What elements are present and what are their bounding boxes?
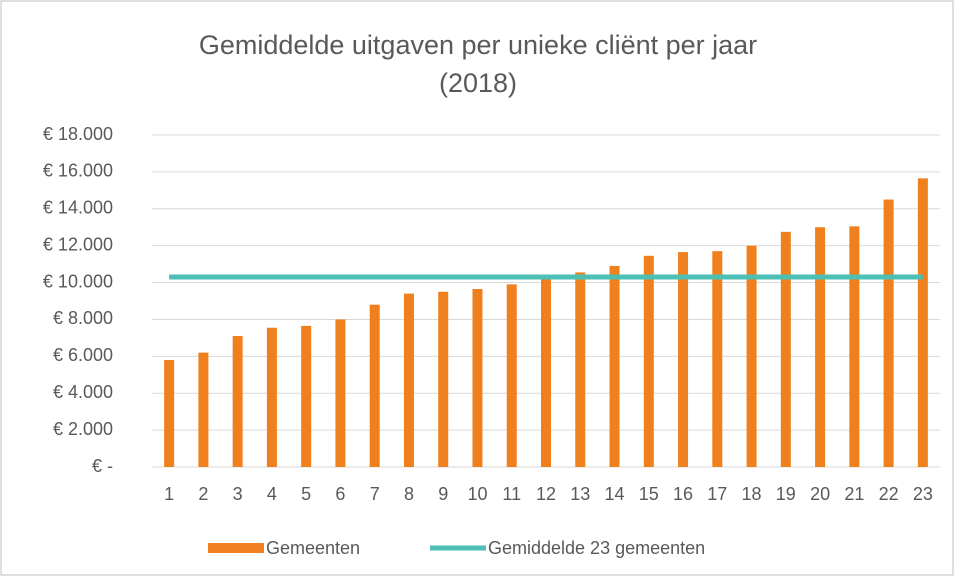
- x-tick-label: 10: [467, 484, 487, 504]
- x-tick-label: 4: [267, 484, 277, 504]
- legend-swatch: [208, 543, 264, 553]
- bar: [506, 284, 517, 467]
- x-tick-label: 7: [370, 484, 380, 504]
- y-tick-label: € 18.000: [43, 124, 113, 144]
- y-tick-label: € 12.000: [43, 234, 113, 254]
- bar: [780, 231, 791, 467]
- bar: [643, 255, 654, 467]
- y-tick-label: € 6.000: [53, 345, 113, 365]
- x-tick-label: 22: [879, 484, 899, 504]
- bar: [472, 289, 483, 467]
- x-tick-label: 21: [844, 484, 864, 504]
- x-tick-label: 9: [438, 484, 448, 504]
- bar: [198, 352, 209, 467]
- bar: [746, 245, 757, 467]
- y-tick-label: € 2.000: [53, 419, 113, 439]
- bar: [541, 277, 551, 467]
- y-tick-label: € -: [92, 456, 113, 476]
- x-tick-label: 6: [335, 484, 345, 504]
- bar: [609, 265, 620, 467]
- chart-title: Gemiddelde uitgaven per unieke cliënt pe…: [199, 30, 757, 60]
- bar: [164, 360, 175, 467]
- y-tick-label: € 4.000: [53, 382, 113, 402]
- bar: [883, 199, 894, 468]
- bar: [438, 291, 449, 467]
- x-tick-label: 19: [776, 484, 796, 504]
- legend-label: Gemeenten: [266, 538, 360, 558]
- x-tick-label: 11: [502, 484, 521, 504]
- x-tick-label: 1: [164, 484, 174, 504]
- bar: [575, 272, 586, 467]
- bar: [712, 251, 723, 467]
- bar: [849, 226, 860, 467]
- x-tick-label: 16: [673, 484, 693, 504]
- y-tick-label: € 10.000: [43, 271, 113, 291]
- bar: [301, 325, 312, 467]
- x-tick-label: 15: [639, 484, 659, 504]
- x-tick-label: 3: [233, 484, 243, 504]
- bar: [403, 293, 414, 467]
- bar: [335, 319, 346, 467]
- y-tick-label: € 16.000: [43, 161, 113, 181]
- chart-title: (2018): [439, 68, 517, 98]
- bar: [815, 227, 826, 467]
- bar: [917, 178, 928, 467]
- x-tick-label: 17: [707, 484, 727, 504]
- x-tick-label: 13: [570, 484, 590, 504]
- y-tick-label: € 14.000: [43, 198, 113, 218]
- x-tick-label: 14: [605, 484, 625, 504]
- legend-label: Gemiddelde 23 gemeenten: [488, 538, 705, 558]
- bar: [369, 304, 380, 467]
- bar: [232, 336, 243, 467]
- x-tick-label: 18: [742, 484, 762, 504]
- x-tick-label: 23: [913, 484, 933, 504]
- bar: [678, 252, 689, 467]
- x-tick-label: 2: [198, 484, 208, 504]
- x-tick-label: 8: [404, 484, 414, 504]
- x-tick-label: 12: [536, 484, 556, 504]
- x-tick-label: 5: [301, 484, 311, 504]
- bar: [266, 327, 277, 467]
- x-tick-label: 20: [810, 484, 830, 504]
- y-tick-label: € 8.000: [53, 308, 113, 328]
